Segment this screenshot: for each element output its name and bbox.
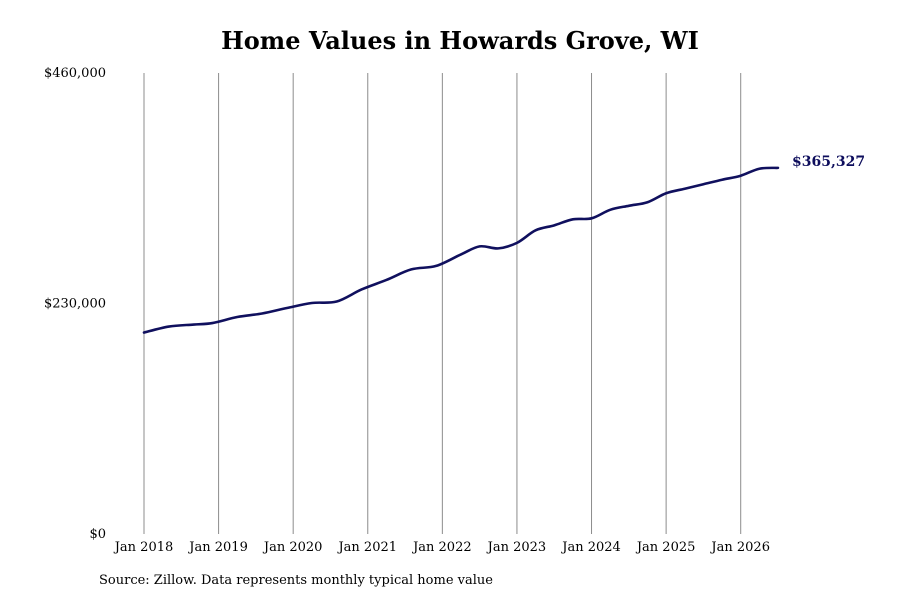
y-tick-label: $230,000 xyxy=(44,297,106,312)
x-tick-label: Jan 2025 xyxy=(635,540,696,555)
y-axis-ticks: $0 $230,000 $460,000 xyxy=(44,66,106,542)
y-tick-label: $460,000 xyxy=(44,66,106,81)
home-value-line xyxy=(142,166,780,334)
source-note: Source: Zillow. Data represents monthly … xyxy=(99,573,493,588)
x-tick-label: Jan 2026 xyxy=(709,540,770,555)
chart-title: Home Values in Howards Grove, WI xyxy=(221,26,699,55)
x-axis-ticks: Jan 2018 Jan 2019 Jan 2020 Jan 2021 Jan 2022… xyxy=(113,540,770,555)
x-tick-label: Jan 2023 xyxy=(486,540,547,555)
x-tick-label: Jan 2022 xyxy=(411,540,472,555)
x-tick-label: Jan 2020 xyxy=(262,540,323,555)
y-tick-label: $0 xyxy=(89,527,106,542)
x-tick-label: Jan 2021 xyxy=(336,540,397,555)
gridlines xyxy=(143,73,742,534)
x-tick-label: Jan 2019 xyxy=(187,540,248,555)
x-tick-label: Jan 2024 xyxy=(560,540,621,555)
x-tick-label: Jan 2018 xyxy=(113,540,174,555)
end-value-label: $365,327 xyxy=(792,154,865,170)
